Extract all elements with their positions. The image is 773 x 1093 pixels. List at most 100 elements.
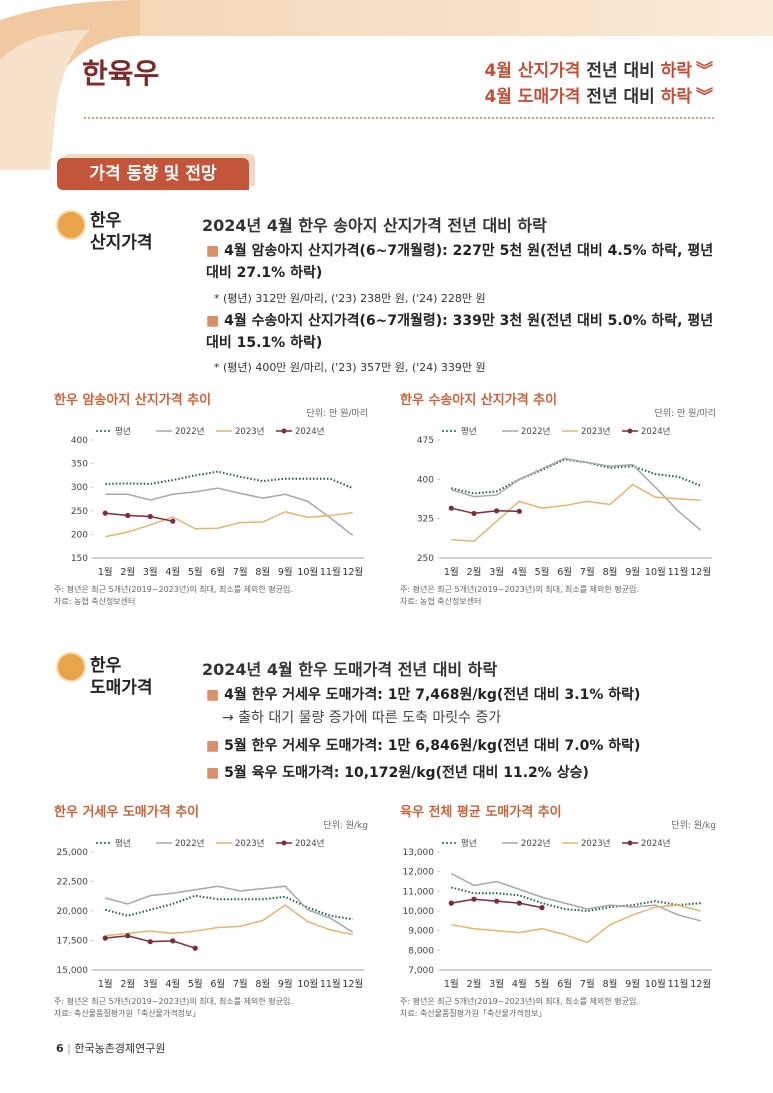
x-tick-label: 2월 xyxy=(467,566,482,578)
series-line xyxy=(451,886,701,913)
x-tick-label: 1월 xyxy=(98,978,113,990)
point xyxy=(471,510,477,517)
legend-label: 2022년 xyxy=(175,838,204,849)
y-tick-label: 11,000 xyxy=(403,887,435,897)
chart-note: 자료: 축산물품질평가원「축산물가격정보」 xyxy=(400,1008,546,1018)
headline: 4월 산지가격 전년 대비 하락 ︾ xyxy=(484,56,713,81)
series-line xyxy=(105,904,353,937)
chart-title: 한우 거세우 도매가격 추이 xyxy=(54,804,199,820)
x-tick-label: 11월 xyxy=(668,978,689,990)
x-tick-label: 9월 xyxy=(625,978,640,990)
x-tick-label: 5월 xyxy=(535,978,550,990)
headline-part: 4월 산지가격 xyxy=(484,61,581,81)
chart-note: 주: 평년은 최근 5개년(2019~2023년)의 최대, 최소를 제외한 평… xyxy=(54,584,293,594)
corner-shape xyxy=(0,30,90,170)
point xyxy=(539,905,545,911)
y-tick-label: 15,000 xyxy=(57,966,89,976)
legend-label: 2024년 xyxy=(295,838,324,849)
y-tick-label: 12,000 xyxy=(403,868,435,878)
chevron-icon: ︾ xyxy=(696,61,713,81)
x-tick-label: 9월 xyxy=(625,566,640,578)
point xyxy=(102,935,108,941)
legend-marker xyxy=(627,428,633,434)
x-tick-label: 11월 xyxy=(320,978,341,990)
x-tick-label: 12월 xyxy=(690,566,711,578)
x-tick-label: 3월 xyxy=(143,566,158,578)
legend-label: 2023년 xyxy=(235,838,264,849)
point xyxy=(192,945,198,951)
x-tick-label: 4월 xyxy=(512,978,527,990)
x-tick-label: 4월 xyxy=(165,566,180,578)
block-heading: 2024년 4월 한우 송아지 산지가격 전년 대비 하락 xyxy=(202,216,547,235)
headline-part: 전년 대비 xyxy=(586,87,655,107)
legend-marker xyxy=(281,428,287,434)
x-tick-label: 9월 xyxy=(278,978,293,990)
page-number: 6 xyxy=(56,1042,64,1055)
y-tick-label: 20,000 xyxy=(57,907,89,917)
series-line xyxy=(451,457,702,531)
x-tick-label: 5월 xyxy=(535,566,550,578)
block-label: 한우 산지가격 xyxy=(90,210,153,254)
icon xyxy=(56,210,86,240)
legend-label: 2023년 xyxy=(581,838,610,849)
x-tick-label: 6월 xyxy=(557,566,572,578)
series-line xyxy=(451,904,701,944)
series-line xyxy=(105,470,354,490)
series-line xyxy=(451,507,520,515)
x-tick-label: 2월 xyxy=(467,978,482,990)
unit-label: 단위: 만 원/마리 xyxy=(307,408,368,419)
x-tick-label: 5월 xyxy=(188,978,203,990)
separator xyxy=(84,117,714,119)
block-label: 한우 도매가격 xyxy=(90,655,153,699)
x-tick-label: 3월 xyxy=(489,978,504,990)
x-tick-label: 10월 xyxy=(645,978,666,990)
y-tick-label: 9,000 xyxy=(408,927,434,937)
bullet: 5월 한우 거세우 도매가격: 1만 6,846원/kg(전년 대비 7.0% … xyxy=(206,735,726,757)
top-band xyxy=(140,0,773,36)
x-tick-label: 6월 xyxy=(210,566,225,578)
legend-marker xyxy=(281,840,287,846)
y-tick-label: 400 xyxy=(71,436,88,446)
point xyxy=(494,898,500,904)
label-line: 산지가격 xyxy=(90,233,153,253)
x-tick-label: 4월 xyxy=(165,978,180,990)
chart-note: 자료: 축산물품질평가원「축산물가격정보」 xyxy=(54,1008,200,1018)
series-line xyxy=(104,894,353,921)
headline-part: 4월 도매가격 xyxy=(484,87,581,107)
x-tick-label: 5월 xyxy=(188,566,203,578)
headline-part: 하락 xyxy=(660,87,692,107)
legend-label: 2022년 xyxy=(175,426,204,437)
x-tick-label: 6월 xyxy=(557,978,572,990)
chart-note: 주: 평년은 최근 5개년(2019~2023년)의 최대, 최소를 제외한 평… xyxy=(400,996,639,1006)
point xyxy=(170,938,176,944)
x-tick-label: 10월 xyxy=(645,566,666,578)
chart-title: 한우 암송아지 산지가격 추이 xyxy=(54,392,211,408)
x-tick-label: 3월 xyxy=(143,978,158,990)
headline-part: 하락 xyxy=(660,61,692,81)
x-tick-label: 8월 xyxy=(255,566,270,578)
legend-label: 평년 xyxy=(461,838,477,849)
y-tick-label: 150 xyxy=(71,554,88,564)
label-line: 한우 xyxy=(90,211,122,231)
x-tick-label: 1월 xyxy=(444,978,459,990)
point xyxy=(147,939,153,945)
chart-note: 주: 평년은 최근 5개년(2019~2023년)의 최대, 최소를 제외한 평… xyxy=(400,584,639,594)
legend-label: 2024년 xyxy=(641,426,670,437)
legend-label: 2023년 xyxy=(235,426,264,437)
y-tick-label: 10,000 xyxy=(403,907,435,917)
x-tick-label: 8월 xyxy=(255,978,270,990)
x-tick-label: 12월 xyxy=(690,978,711,990)
point xyxy=(125,512,131,519)
y-tick-label: 13,000 xyxy=(403,848,435,858)
y-tick-label: 250 xyxy=(417,554,434,564)
x-tick-label: 10월 xyxy=(297,978,318,990)
x-tick-label: 8월 xyxy=(603,566,618,578)
y-tick-label: 25,000 xyxy=(57,848,89,858)
x-tick-label: 3월 xyxy=(489,566,504,578)
y-tick-label: 250 xyxy=(71,507,88,517)
x-tick-label: 1월 xyxy=(98,566,113,578)
